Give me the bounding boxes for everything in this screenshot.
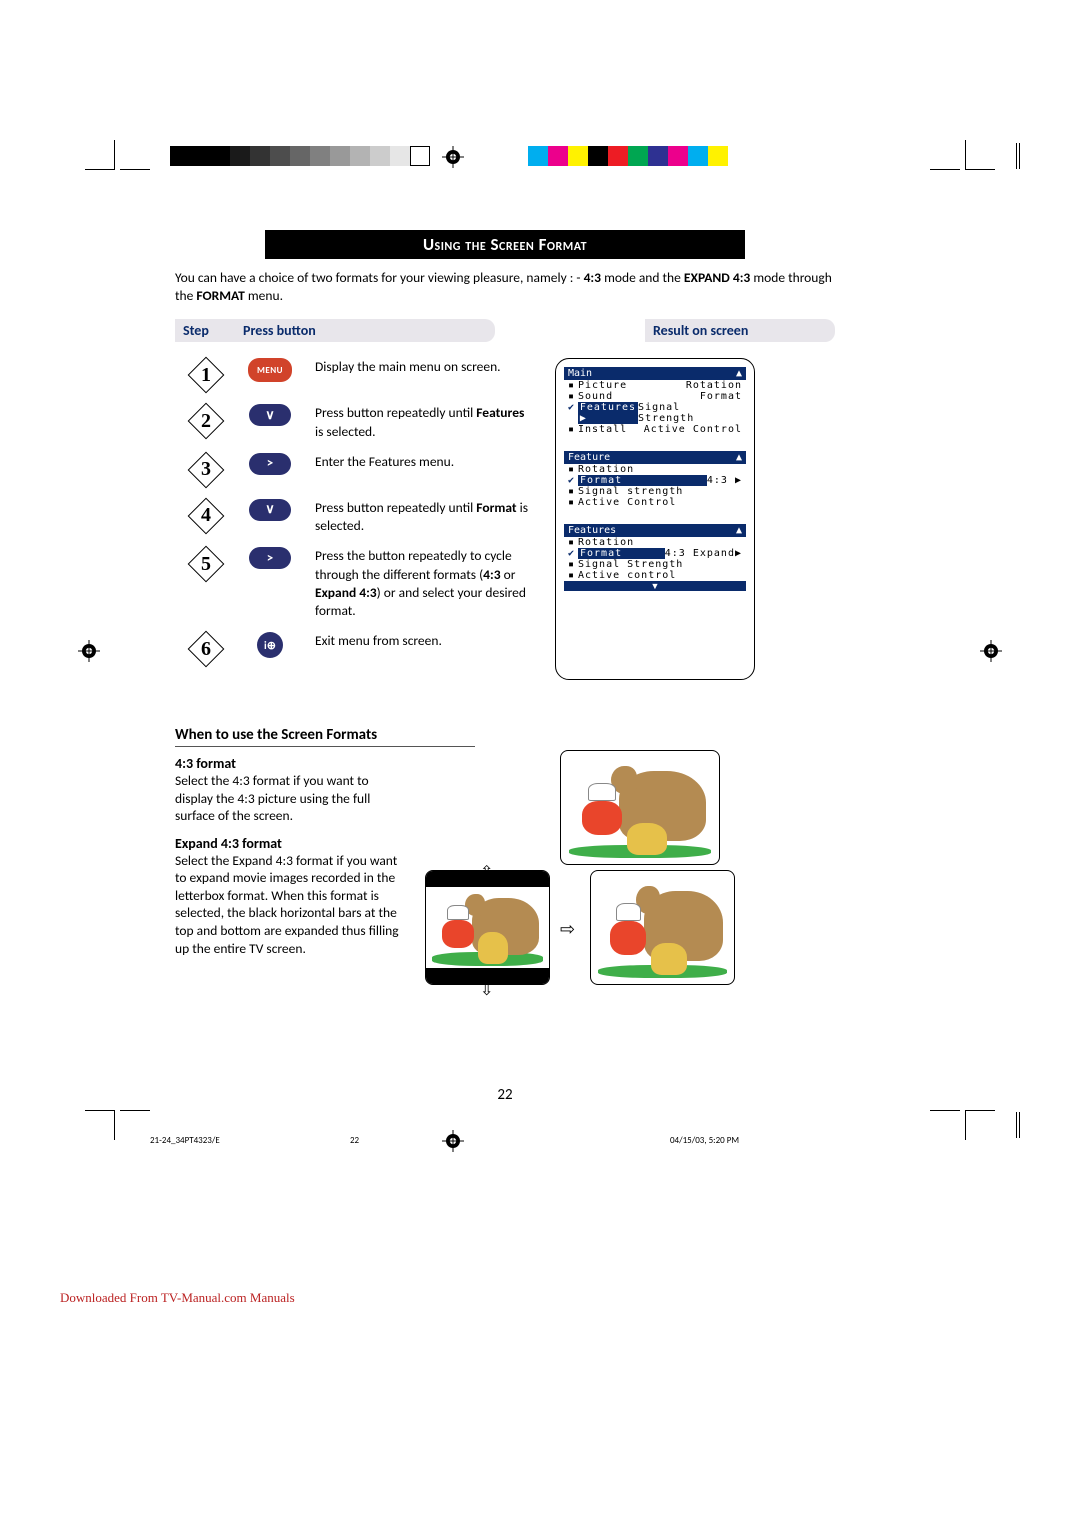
steps-area: 1 MENU Display the main menu on screen. 2 ∨ P… bbox=[175, 358, 835, 666]
grayscale-bar bbox=[170, 146, 430, 166]
step-number-diamond: 6 bbox=[189, 632, 223, 666]
when-heading: When to use the Screen Formats bbox=[175, 726, 475, 747]
footer-timestamp: 04/15/03, 5:20 PM bbox=[500, 1135, 870, 1146]
osd-screens: Main▲▪PictureRotation▪SoundFormat✔Featur… bbox=[555, 358, 755, 680]
registration-mark bbox=[442, 146, 464, 168]
registration-mark-right bbox=[980, 640, 1002, 662]
step-number-diamond: 1 bbox=[189, 358, 223, 392]
header-press: Press button bbox=[235, 319, 495, 342]
step-description: Exit menu from screen. bbox=[315, 632, 535, 650]
info-button: i⊕ bbox=[257, 632, 283, 658]
step-number-diamond: 2 bbox=[189, 404, 223, 438]
arrow-up-icon: ⇧ bbox=[480, 862, 493, 882]
header-step: Step bbox=[175, 319, 235, 342]
nav-button: > bbox=[249, 453, 291, 475]
step-description: Press button repeatedly until Format is … bbox=[315, 499, 535, 535]
footer-page: 22 bbox=[350, 1135, 500, 1146]
illustration-43 bbox=[560, 750, 720, 865]
nav-button: ∨ bbox=[249, 499, 291, 521]
step-description: Display the main menu on screen. bbox=[315, 358, 535, 376]
registration-mark-left bbox=[78, 640, 100, 662]
step-number-diamond: 3 bbox=[189, 453, 223, 487]
osd-features: Features▲▪Rotation✔Format4:3 Expand▶▪Sig… bbox=[564, 524, 746, 591]
step-number-diamond: 5 bbox=[189, 547, 223, 581]
step-description: Press button repeatedly until Features i… bbox=[315, 404, 535, 440]
page-content: Using the Screen Format You can have a c… bbox=[175, 230, 835, 967]
format-expand-heading: Expand 4:3 format bbox=[175, 835, 835, 852]
format-43-heading: 4:3 format bbox=[175, 755, 835, 772]
section-title: Using the Screen Format bbox=[265, 230, 745, 259]
step-description: Press the button repeatedly to cycle thr… bbox=[315, 547, 535, 620]
footer-file: 21-24_34PT4323/E bbox=[150, 1135, 350, 1146]
header-result: Result on screen bbox=[645, 319, 835, 342]
arrow-right-icon: ⇨ bbox=[560, 918, 575, 940]
column-headers: Step Press button Result on screen bbox=[175, 319, 835, 342]
nav-button: ∨ bbox=[249, 404, 291, 426]
osd-main: Main▲▪PictureRotation▪SoundFormat✔Featur… bbox=[564, 367, 746, 435]
color-bar bbox=[528, 146, 728, 166]
format-expand-text: Select the Expand 4:3 format if you want… bbox=[175, 852, 405, 957]
page-number: 22 bbox=[175, 1086, 835, 1104]
format-43-text: Select the 4:3 format if you want to dis… bbox=[175, 772, 405, 825]
registration-top bbox=[0, 140, 1080, 180]
nav-button: > bbox=[249, 547, 291, 569]
step-number-diamond: 4 bbox=[189, 499, 223, 533]
illustration-letterbox bbox=[425, 870, 550, 985]
menu-button: MENU bbox=[248, 358, 292, 382]
footer: 21-24_34PT4323/E 22 04/15/03, 5:20 PM bbox=[150, 1135, 870, 1146]
illustration-expanded bbox=[590, 870, 735, 985]
download-note: Downloaded From TV-Manual.com Manuals bbox=[60, 1290, 295, 1306]
step-description: Enter the Features menu. bbox=[315, 453, 535, 471]
osd-feature: Feature▲▪Rotation✔Format4:3 ▶▪Signal str… bbox=[564, 451, 746, 508]
arrow-down-icon: ⇩ bbox=[480, 980, 493, 1000]
intro-text: You can have a choice of two formats for… bbox=[175, 269, 835, 305]
